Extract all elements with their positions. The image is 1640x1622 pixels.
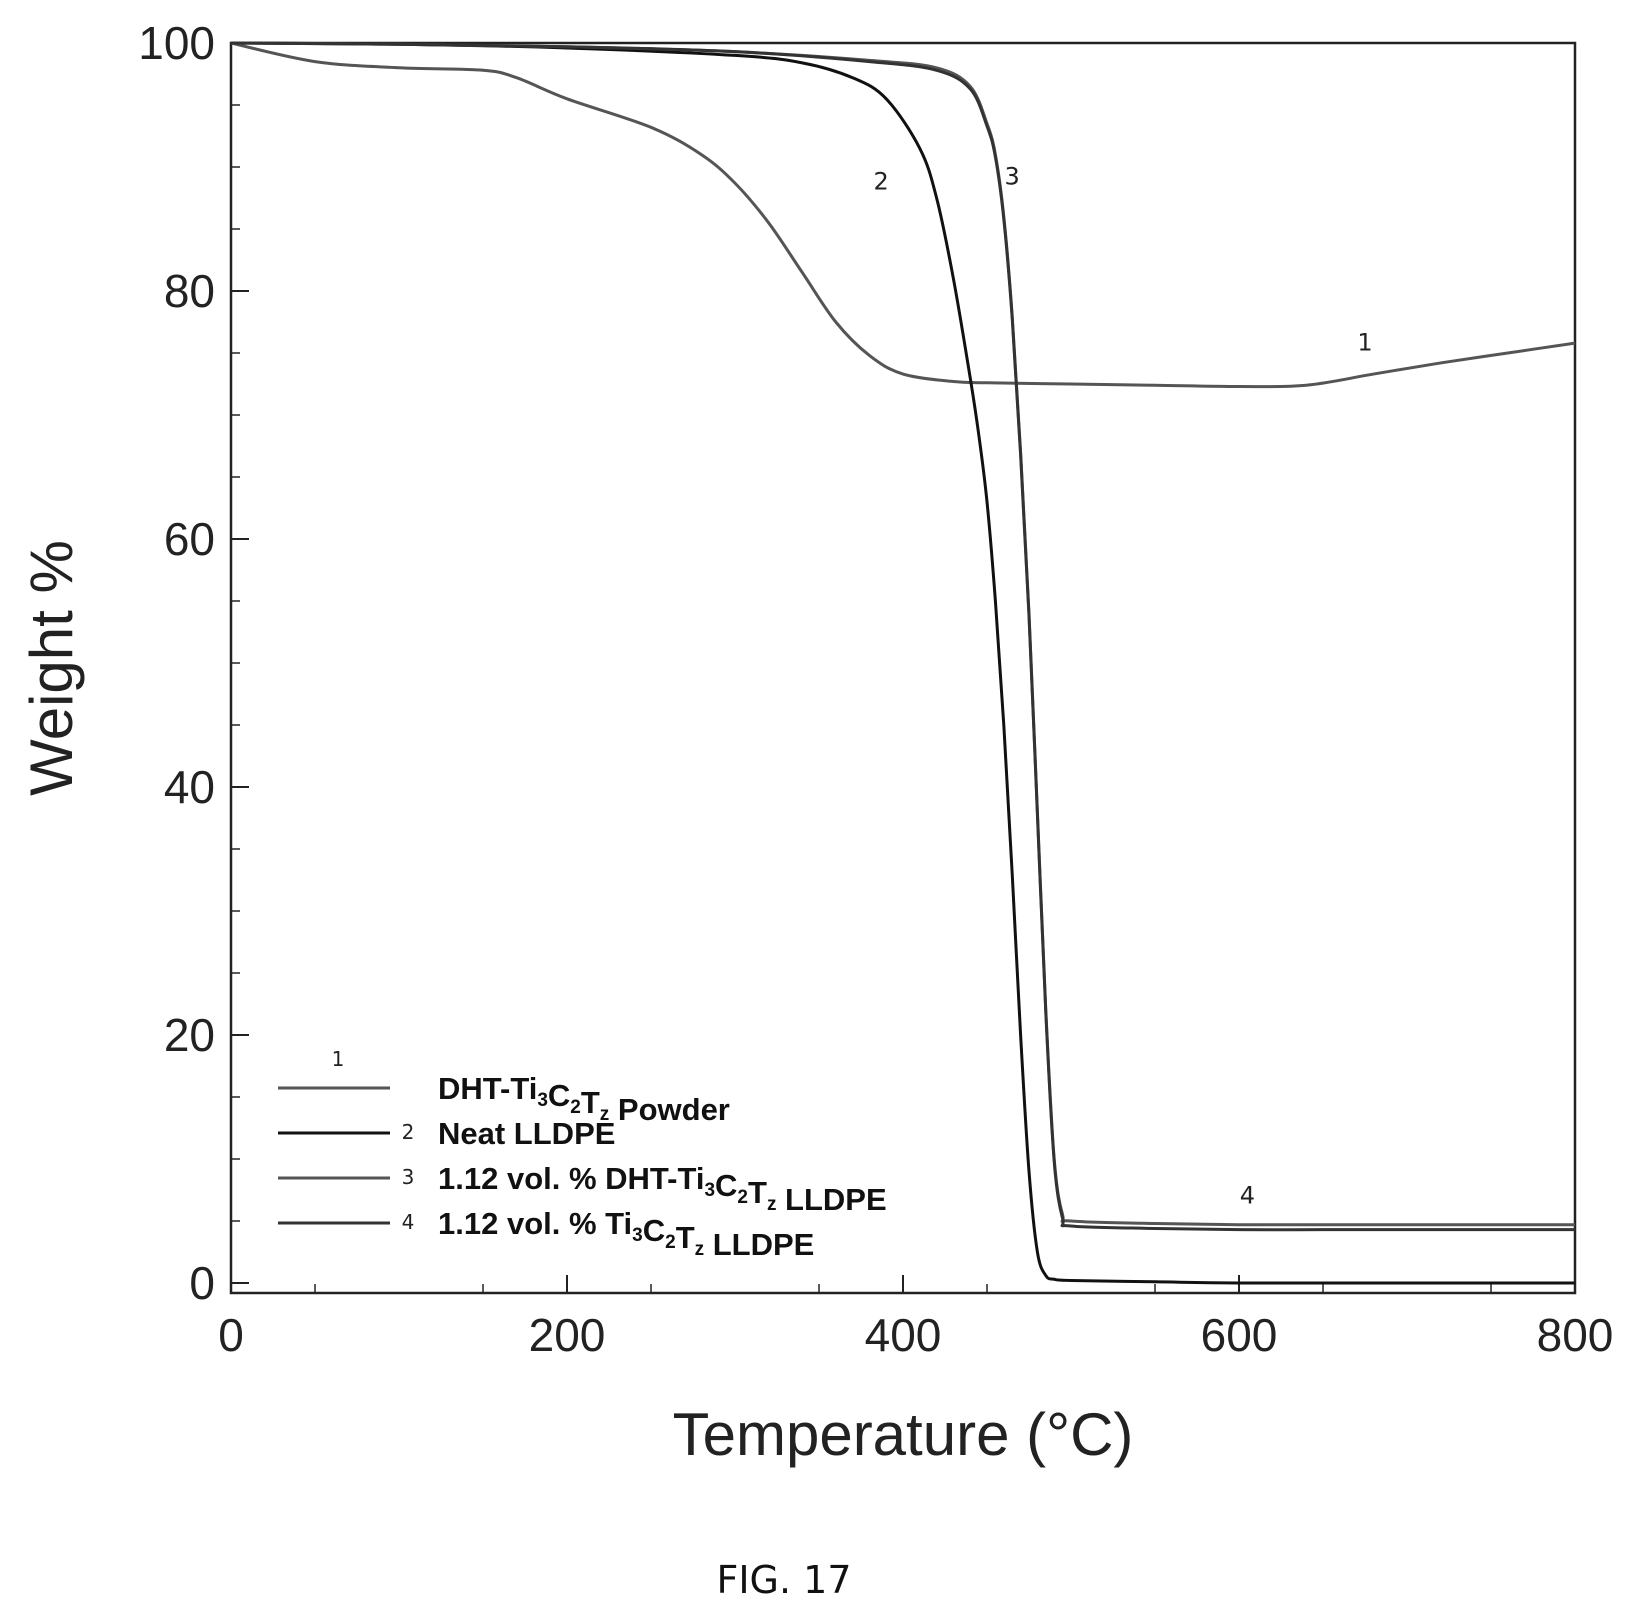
curve-label-3: 3 xyxy=(1005,162,1020,190)
series-line-2 xyxy=(230,41,1575,1285)
plot-frame xyxy=(229,41,1577,1295)
y-tick-label: 60 xyxy=(164,513,215,565)
legend-entry-3: 1.12 vol. % DHT-Ti3C2Tz LLDPE xyxy=(438,1161,887,1217)
legend-entry-2: Neat LLDPE xyxy=(438,1116,615,1151)
legend-entry-4: 1.12 vol. % Ti3C2Tz LLDPE xyxy=(438,1206,814,1262)
plot-axes: 0 200 400 600 800 0 20 40 60 80 100 xyxy=(138,17,1613,1361)
x-tick-label: 600 xyxy=(1201,1309,1278,1361)
legend-number-2: 2 xyxy=(402,1120,415,1144)
x-tick-label: 800 xyxy=(1537,1309,1614,1361)
y-axis-title: Weight % xyxy=(18,540,85,796)
y-tick-label: 0 xyxy=(189,1257,215,1309)
legend: 1 DHT-Ti3C2Tz Powder 2 Neat LLDPE 3 1.12 vol.… xyxy=(278,1047,887,1262)
curve-label-4: 4 xyxy=(1240,1182,1255,1210)
legend-number-4: 4 xyxy=(402,1210,415,1234)
series-line-1 xyxy=(230,41,1576,389)
legend-number-3: 3 xyxy=(402,1165,415,1189)
legend-entry-1: DHT-Ti3C2Tz Powder xyxy=(438,1071,730,1127)
y-tick-label: 80 xyxy=(164,265,215,317)
x-tick-label: 0 xyxy=(218,1309,244,1361)
y-tick-label: 100 xyxy=(138,17,215,69)
curve-label-2: 2 xyxy=(874,167,889,195)
x-tick-label: 400 xyxy=(865,1309,942,1361)
y-tick-label: 20 xyxy=(164,1009,215,1061)
x-axis-title: Temperature (°C) xyxy=(673,1401,1134,1468)
figure-caption: FIG. 17 xyxy=(716,1558,851,1602)
curve-labels: 1 2 3 4 xyxy=(874,162,1373,1209)
legend-number-1: 1 xyxy=(332,1047,345,1071)
x-tick-label: 200 xyxy=(529,1309,606,1361)
plot-curves xyxy=(230,41,1576,1285)
y-tick-label: 40 xyxy=(164,761,215,813)
curve-label-1: 1 xyxy=(1357,329,1372,357)
series-line-3 xyxy=(230,41,1575,1227)
series-line-4 xyxy=(230,41,1575,1232)
